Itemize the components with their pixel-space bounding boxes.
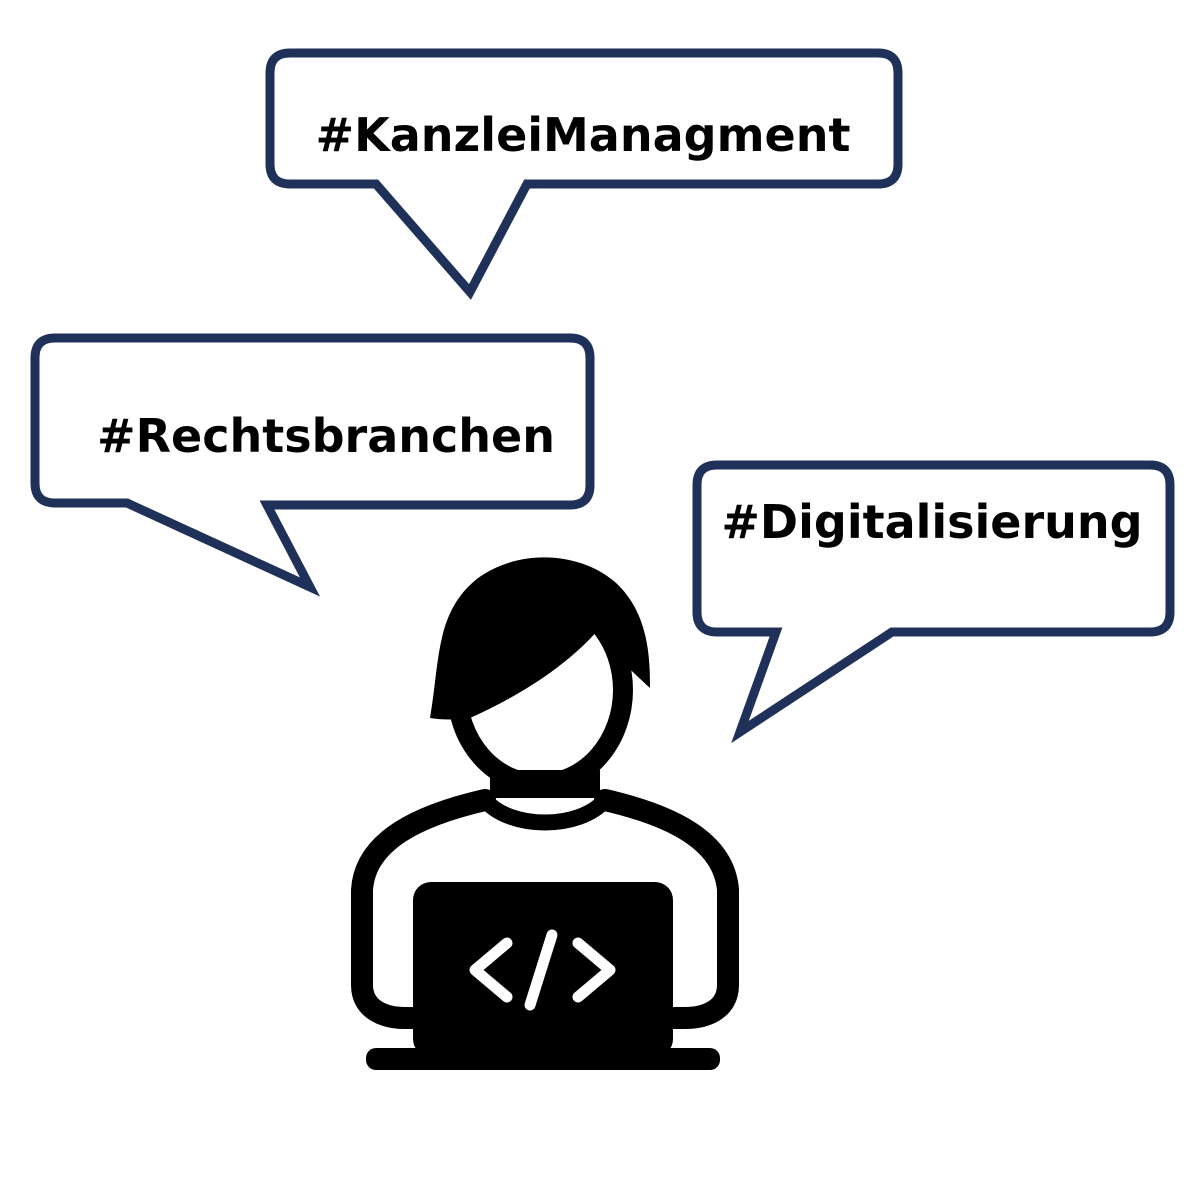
person-hair <box>430 557 650 720</box>
person-collar <box>477 792 613 831</box>
speech-bubble-left: #Rechtsbranchen <box>30 333 595 597</box>
code-brackets-icon <box>469 929 616 1011</box>
speech-bubble-right: #Digitalisierung <box>692 460 1175 744</box>
speech-bubble-top-outline <box>265 48 903 300</box>
person-torso <box>351 789 739 1029</box>
laptop-base <box>366 1048 720 1070</box>
speech-bubble-left-outline <box>30 333 595 597</box>
speech-bubble-top: #KanzleiManagment <box>265 48 903 300</box>
speech-bubble-top-label: #KanzleiManagment <box>316 108 851 162</box>
speech-bubble-right-outline <box>692 460 1175 744</box>
developer-at-laptop-icon <box>351 557 739 1070</box>
person-neck <box>490 770 600 798</box>
speech-bubble-left-label: #Rechtsbranchen <box>97 409 555 463</box>
speech-bubble-right-label: #Digitalisierung <box>721 495 1142 549</box>
